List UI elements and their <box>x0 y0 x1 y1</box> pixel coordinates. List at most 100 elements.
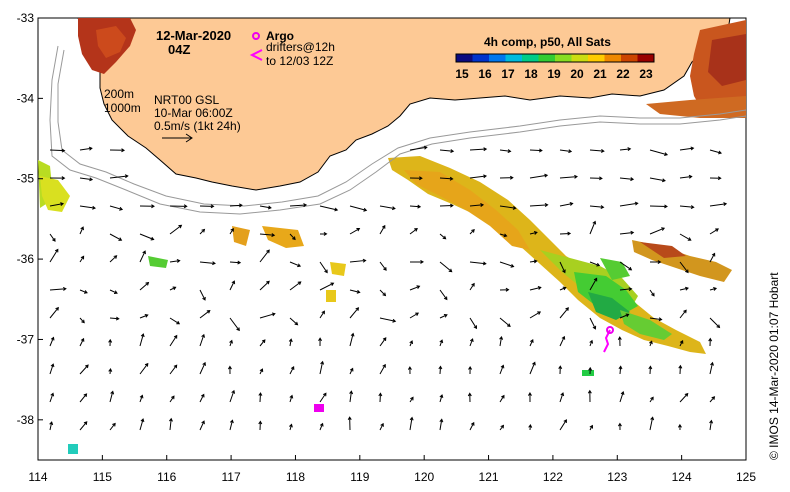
current-vector <box>379 289 387 297</box>
current-vector <box>469 338 474 347</box>
current-vector <box>409 340 414 347</box>
current-vector <box>258 420 263 431</box>
current-vector <box>559 392 565 403</box>
lat-tick-label: -37 <box>17 332 35 346</box>
current-vector <box>289 281 302 291</box>
current-vector <box>109 289 118 295</box>
current-vector <box>679 146 695 151</box>
lon-tick-label: 122 <box>543 470 563 484</box>
argo-label: Argo <box>266 29 294 43</box>
map-info: 200m 1000m NRT00 GSL 10-Mar 06:00Z 0.5m/… <box>104 87 241 143</box>
current-vector <box>499 394 505 403</box>
map-time: 04Z <box>168 42 190 57</box>
current-vector <box>499 424 505 431</box>
current-vector <box>559 202 574 207</box>
colorbar-tick-label: 17 <box>501 67 515 81</box>
current-vector <box>169 417 173 431</box>
current-vector <box>109 422 116 431</box>
current-vector <box>109 316 120 321</box>
current-vector <box>319 205 339 212</box>
sst-patches <box>38 18 746 454</box>
current-vector <box>558 365 563 375</box>
current-vector <box>679 205 695 210</box>
current-vector <box>709 149 723 155</box>
lon-tick-label: 117 <box>222 470 241 484</box>
current-vector <box>649 204 668 209</box>
colorbar-cell <box>621 54 638 62</box>
current-vector <box>199 393 205 403</box>
current-vector <box>409 145 428 151</box>
current-vector <box>649 396 654 403</box>
current-vector <box>139 281 150 291</box>
current-vector <box>529 259 538 264</box>
current-vector <box>529 173 549 179</box>
drifters-label-1: drifters@12h <box>266 40 335 54</box>
current-vector <box>499 175 514 180</box>
current-vector <box>679 174 693 179</box>
current-vector <box>79 205 96 210</box>
current-vector <box>229 280 236 291</box>
current-vector <box>319 422 324 431</box>
current-vector <box>49 336 55 347</box>
current-vector <box>619 390 625 403</box>
latitude-axis: -33 -34 -35 -36 -37 -38 <box>17 11 43 427</box>
colorbar-cell <box>522 54 539 62</box>
argo-icon <box>252 32 260 40</box>
current-vector <box>349 227 361 235</box>
current-vector <box>649 260 662 265</box>
current-vector <box>139 362 149 375</box>
current-vector <box>49 148 66 153</box>
current-vector <box>619 230 635 235</box>
current-vector <box>108 338 113 347</box>
current-vector <box>619 313 630 319</box>
colorbar-cell <box>505 54 523 62</box>
current-vector <box>559 307 569 319</box>
current-vector <box>439 233 447 240</box>
current-vector <box>199 204 215 209</box>
current-vector <box>469 317 478 330</box>
current-vector <box>409 176 423 181</box>
current-vector <box>199 289 206 301</box>
current-vector <box>679 261 689 274</box>
current-vector <box>79 146 93 151</box>
current-vector <box>229 317 240 332</box>
lon-tick-label: 114 <box>28 470 47 484</box>
product-label: NRT00 GSL <box>154 93 219 107</box>
current-vector <box>199 310 211 319</box>
current-vector <box>589 424 594 431</box>
current-vector <box>227 365 232 375</box>
current-vector <box>229 389 236 403</box>
current-vector <box>229 419 234 431</box>
current-vector <box>709 287 718 291</box>
current-vector <box>679 286 689 291</box>
current-vector <box>319 310 325 319</box>
drifters-label-2: to 12/03 12Z <box>266 54 333 68</box>
current-vector <box>139 250 146 263</box>
lon-tick-label: 124 <box>672 470 692 484</box>
current-vector <box>499 205 517 210</box>
current-vector <box>589 261 601 267</box>
current-vector <box>349 289 361 294</box>
current-vector <box>679 309 687 319</box>
current-vector <box>439 314 448 319</box>
current-vector <box>259 339 266 347</box>
contour-200-label: 200m <box>104 87 134 101</box>
scale-arrow <box>162 133 193 143</box>
colorbar-tick-label: 15 <box>455 67 469 81</box>
current-vector <box>709 202 728 207</box>
current-vector <box>259 368 264 375</box>
current-vector <box>109 148 126 153</box>
current-vector <box>259 280 270 291</box>
lon-tick-label: 123 <box>607 470 627 484</box>
current-vector <box>439 289 448 301</box>
current-vector <box>79 364 89 375</box>
current-vector <box>258 392 263 403</box>
current-vector <box>229 227 234 235</box>
lat-tick-label: -36 <box>17 252 35 266</box>
current-vector <box>439 149 455 154</box>
lat-tick-label: -34 <box>17 91 35 105</box>
sst-colorbar: 4h comp, p50, All Sats 15 16 17 18 19 20 21 22 2… <box>455 35 655 81</box>
colorbar-tick-label: 23 <box>639 67 653 81</box>
lon-tick-label: 121 <box>479 470 499 484</box>
current-vector <box>708 337 713 347</box>
